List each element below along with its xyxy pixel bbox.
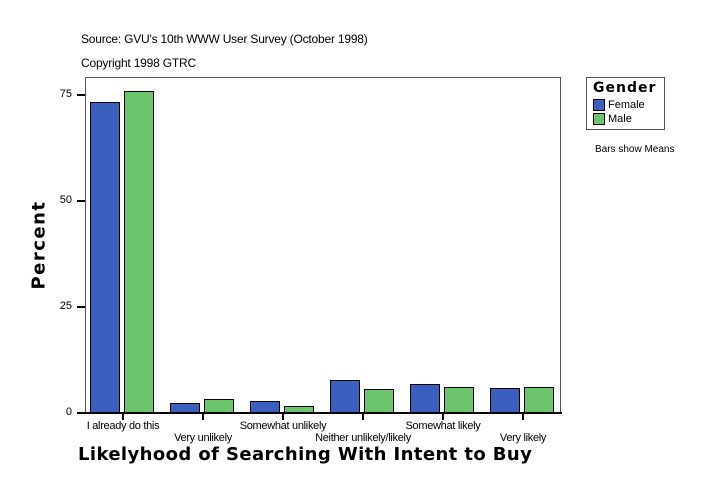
y-tick-label: 75 [59, 88, 72, 100]
copyright-note: Copyright 1998 GTRC [81, 56, 196, 70]
x-category-label: Very unlikely [174, 432, 232, 444]
y-axis-title: Percent [28, 200, 50, 290]
bar-male [284, 406, 314, 413]
x-tick [282, 413, 284, 420]
x-category-label: Somewhat likely [405, 420, 481, 432]
legend: Gender Female Male [586, 77, 665, 130]
bar-female [490, 388, 520, 413]
y-tick [77, 306, 85, 308]
legend-item-female: Female [593, 99, 645, 111]
plot-area [85, 77, 561, 412]
legend-title: Gender [593, 80, 657, 96]
bar-male [364, 389, 394, 413]
legend-label-female: Female [608, 99, 645, 111]
bar-male [204, 399, 234, 413]
bar-female [330, 380, 360, 413]
legend-item-male: Male [593, 113, 632, 125]
bar-female [410, 384, 440, 413]
male-swatch-icon [593, 113, 605, 125]
y-tick [77, 412, 85, 414]
x-tick [202, 413, 204, 420]
x-tick [522, 413, 524, 420]
y-tick [77, 94, 85, 96]
y-tick-label: 0 [65, 406, 72, 418]
x-category-label: Very likely [499, 432, 547, 444]
y-tick [77, 200, 85, 202]
x-tick [122, 413, 124, 420]
x-axis-line [78, 412, 562, 414]
source-note: Source: GVU's 10th WWW User Survey (Octo… [81, 32, 368, 46]
legend-label-male: Male [608, 113, 632, 125]
bar-male [524, 387, 554, 413]
x-tick [442, 413, 444, 420]
y-axis-line [85, 77, 86, 413]
x-category-label: Neither unlikely/likely [315, 432, 411, 444]
female-swatch-icon [593, 99, 605, 111]
y-tick-label: 50 [59, 194, 72, 206]
x-category-label: I already do this [86, 420, 160, 432]
bar-female [170, 403, 200, 413]
bar-female [250, 401, 280, 413]
bar-female [90, 102, 120, 413]
x-category-label: Somewhat unlikely [239, 420, 327, 432]
bar-male [124, 91, 154, 413]
x-axis-title: Likelyhood of Searching With Intent to B… [78, 444, 533, 465]
bar-male [444, 387, 474, 413]
bars-show-means-note: Bars show Means [595, 144, 675, 155]
x-tick [362, 413, 364, 420]
y-tick-label: 25 [59, 300, 72, 312]
